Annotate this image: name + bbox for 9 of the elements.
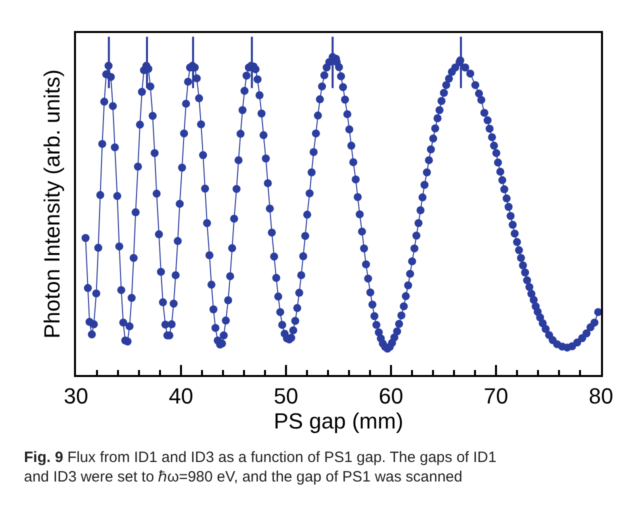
x-axis-title: PS gap (mm) <box>274 408 404 434</box>
x-tick-label: 80 <box>588 383 614 408</box>
x-tick-label: 60 <box>378 383 404 408</box>
y-axis-title: Photon Intensity (arb. units) <box>39 69 64 339</box>
x-tick-label: 50 <box>274 383 298 408</box>
caption: Fig. 9 Flux from ID1 and ID3 as a function of PS1 gap. The gaps of ID1 and ID3 were set to ℏω=980 eV, and the gap of PS1 was scanned <box>24 449 496 486</box>
x-tick-label: 70 <box>484 383 508 408</box>
x-tick-label: 30 <box>64 383 88 408</box>
x-tick-label: 40 <box>168 383 194 408</box>
